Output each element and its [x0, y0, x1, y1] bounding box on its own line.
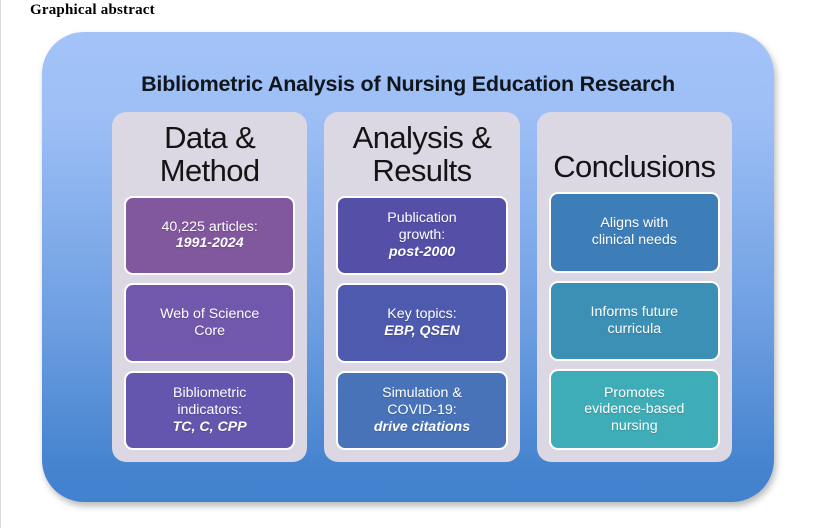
fact-card: Publication growth: post-2000: [336, 195, 508, 276]
column-conclusions: Conclusions Aligns with clinical needs Info…: [536, 112, 732, 462]
fact-card-line: Simulation &: [382, 385, 462, 402]
fact-card-emphasis-line: drive citations: [373, 418, 471, 435]
column-title-line: Method: [159, 152, 260, 188]
fact-card-line: Bibliometric: [173, 385, 247, 402]
fact-card-line: curricula: [607, 320, 662, 337]
fact-card: Web of Science Core: [124, 283, 296, 363]
column-title-line: Conclusions: [553, 149, 716, 184]
column-title-data-method: Data & Method: [124, 120, 295, 188]
fact-card: 40,225 articles: 1991-2024: [124, 195, 296, 276]
column-title-line: Analysis &: [352, 120, 492, 155]
fact-card: Bibliometric indicators: TC, C, CPP: [124, 370, 296, 450]
graphical-abstract-poster: Bibliometric Analysis of Nursing Educati…: [42, 32, 774, 502]
fact-card-line: Web of Science: [160, 306, 260, 323]
fact-card-line: Publication: [387, 210, 457, 227]
card-list: 40,225 articles: 1991-2024 Web of Science C…: [124, 195, 296, 450]
fact-card-line: COVID-19:: [387, 401, 457, 418]
fact-card-emphasis-line: 1991-2024: [175, 235, 244, 252]
poster-title: Bibliometric Analysis of Nursing Educati…: [141, 72, 675, 96]
card-list: Aligns with clinical needs Informs future c…: [548, 191, 720, 451]
column-data-method: Data & Method 40,225 articles: 1991-2024 Web…: [112, 112, 308, 462]
fact-card: Aligns with clinical needs: [548, 191, 720, 273]
figure-caption: Graphical abstract: [30, 2, 155, 18]
fact-card-emphasis-line: EBP, QSEN: [384, 322, 460, 339]
fact-card: Informs future curricula: [548, 280, 720, 362]
fact-card-line: Promotes: [603, 384, 665, 401]
column-title-analysis-results: Analysis & Results: [336, 120, 507, 188]
fact-card-line: growth:: [398, 227, 446, 244]
column-analysis-results: Analysis & Results Publication growth: post-…: [324, 112, 520, 462]
column-title-conclusions: Conclusions: [549, 122, 720, 184]
page-frame-edge: [0, 0, 1, 528]
fact-card-line: Aligns with: [600, 215, 669, 232]
fact-card: Simulation & COVID-19: drive citations: [336, 370, 508, 450]
fact-card: Key topics: EBP, QSEN: [336, 283, 508, 363]
fact-card: Promotes evidence-based nursing: [548, 369, 720, 451]
fact-card-line: 40,225 articles:: [161, 218, 258, 235]
card-list: Publication growth: post-2000 Key topics: EB…: [336, 195, 508, 450]
fact-card-line: Informs future: [590, 304, 679, 321]
columns-container: Data & Method 40,225 articles: 1991-2024 Web…: [112, 112, 732, 462]
fact-card-line: Key topics:: [387, 306, 457, 323]
column-title-line: Data &: [164, 120, 256, 155]
fact-card-line: indicators:: [177, 401, 242, 418]
fact-card-emphasis-line: TC, C, CPP: [172, 418, 247, 435]
column-title-line: Results: [372, 152, 472, 188]
fact-card-line: nursing: [611, 418, 658, 435]
fact-card-emphasis-line: post-2000: [388, 243, 456, 260]
fact-card-line: evidence-based: [584, 401, 685, 418]
fact-card-line: clinical needs: [591, 232, 677, 249]
fact-card-line: Core: [194, 322, 226, 339]
